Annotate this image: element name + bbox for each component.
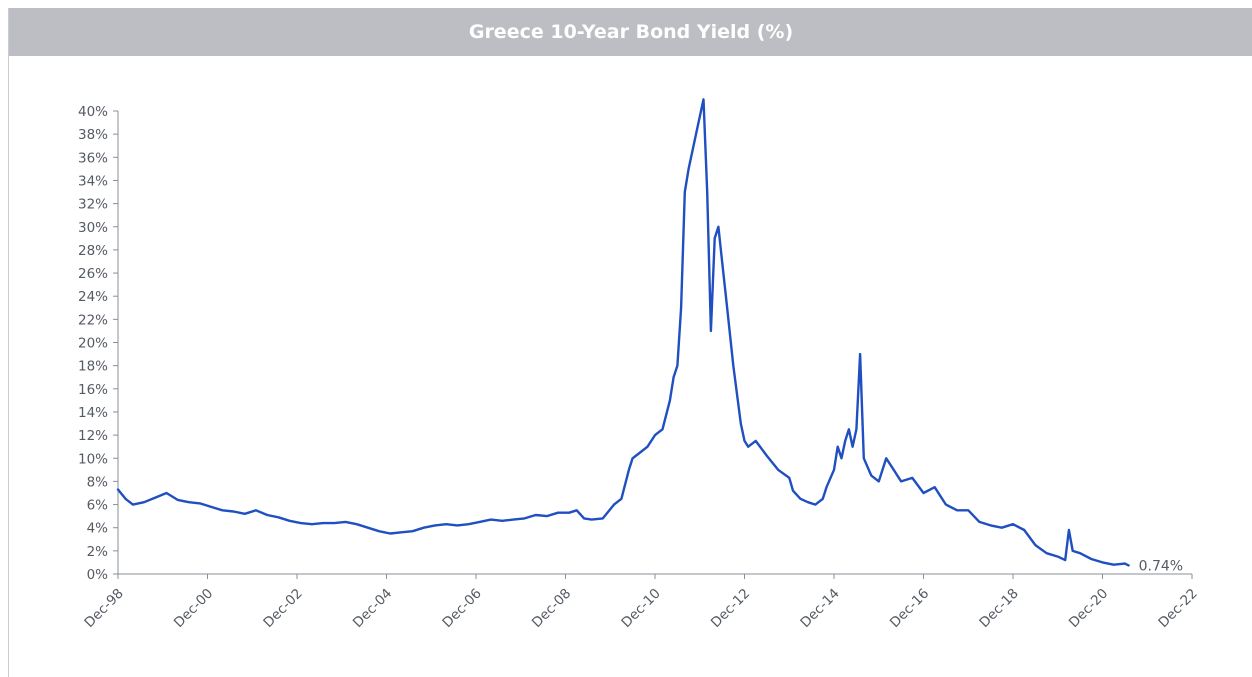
y-tick-label: 24% xyxy=(78,289,108,305)
y-tick-label: 6% xyxy=(87,498,109,514)
x-axis-ticks: Dec-98 Dec-00 Dec-02 Dec-04 Dec-06 Dec-08 Dec-… xyxy=(81,574,1201,631)
y-tick-label: 4% xyxy=(87,521,109,537)
y-tick-label: 8% xyxy=(87,474,109,490)
y-axis-ticks: 0% 2% 4% 6% 8% 10% 12% 14% 16% 18% 20% 22% 24% 26% 28%… xyxy=(78,104,118,583)
x-tick-label: Dec-04 xyxy=(350,586,395,631)
x-tick-label: Dec-22 xyxy=(1155,586,1200,631)
y-tick-label: 34% xyxy=(78,173,108,189)
series-line xyxy=(116,98,1130,567)
y-tick-label: 20% xyxy=(78,336,108,352)
last-value-label: 0.74% xyxy=(1139,558,1183,574)
x-tick-label: Dec-00 xyxy=(171,586,216,631)
y-tick-label: 40% xyxy=(78,104,108,120)
x-tick-label: Dec-06 xyxy=(439,586,484,631)
x-tick-label: Dec-20 xyxy=(1066,586,1111,631)
x-tick-label: Dec-14 xyxy=(797,586,842,631)
y-tick-label: 38% xyxy=(78,127,108,143)
y-tick-label: 2% xyxy=(87,544,109,560)
x-tick-label: Dec-08 xyxy=(529,586,574,631)
chart-frame: Greece 10-Year Bond Yield (%) xyxy=(8,8,1252,677)
y-tick-label: 26% xyxy=(78,266,108,282)
plot-area xyxy=(116,98,1130,567)
y-tick-label: 28% xyxy=(78,243,108,259)
y-tick-label: 22% xyxy=(78,312,108,328)
y-tick-label: 10% xyxy=(78,451,108,467)
x-tick-label: Dec-98 xyxy=(81,586,126,631)
y-tick-label: 16% xyxy=(78,382,108,398)
y-tick-label: 30% xyxy=(78,220,108,236)
y-tick-label: 14% xyxy=(78,405,108,421)
y-tick-label: 0% xyxy=(87,567,109,583)
y-tick-label: 36% xyxy=(78,150,108,166)
axes xyxy=(117,111,1192,575)
x-tick-label: Dec-12 xyxy=(708,586,753,631)
x-tick-label: Dec-10 xyxy=(618,586,663,631)
y-tick-label: 32% xyxy=(78,197,108,213)
x-tick-label: Dec-16 xyxy=(887,586,932,631)
y-tick-label: 12% xyxy=(78,428,108,444)
x-tick-label: Dec-02 xyxy=(260,586,305,631)
chart-title: Greece 10-Year Bond Yield (%) xyxy=(9,8,1252,56)
x-tick-label: Dec-18 xyxy=(976,586,1021,631)
y-tick-label: 18% xyxy=(78,359,108,375)
